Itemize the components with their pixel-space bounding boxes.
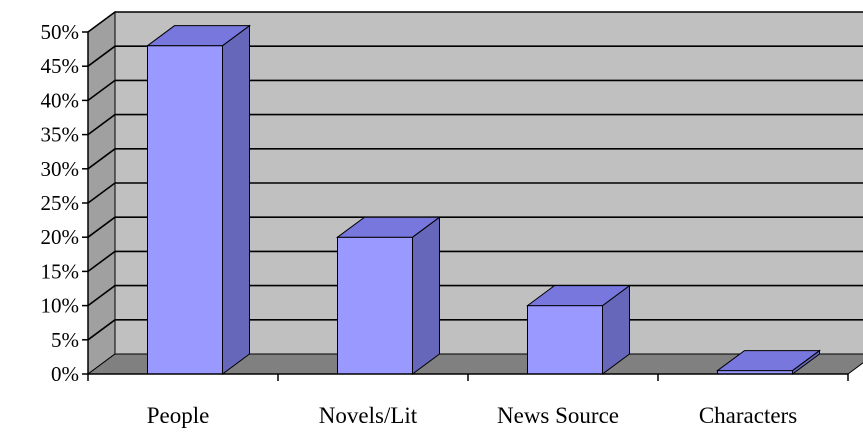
y-tick-labels: 0% 5% 10% 15% 20% 25% 30% 35% 40% 45% 50% — [41, 20, 80, 386]
y-tick-label: 40% — [41, 88, 80, 112]
x-category-label: People — [147, 403, 210, 428]
x-category-label: Characters — [699, 403, 797, 428]
bar-front — [528, 306, 603, 374]
x-category-label: Novels/Lit — [319, 403, 418, 428]
y-tick-label: 35% — [41, 123, 80, 147]
x-category-labels: People Novels/Lit News Source Characters — [147, 403, 798, 428]
y-tick-label: 20% — [41, 225, 80, 249]
bar-front — [148, 46, 223, 374]
bar-side — [223, 26, 250, 374]
y-tick-label: 15% — [41, 259, 80, 283]
y-tick-label: 0% — [51, 362, 79, 386]
y-tick-label: 25% — [41, 191, 80, 215]
bar-side — [413, 217, 440, 374]
bar-front — [338, 237, 413, 374]
y-tick-label: 5% — [51, 328, 79, 352]
x-category-label: News Source — [497, 403, 619, 428]
y-tick-label: 30% — [41, 157, 80, 181]
y-tick-label: 50% — [41, 20, 80, 44]
y-tick-label: 45% — [41, 54, 80, 78]
y-tick-label: 10% — [41, 294, 80, 318]
